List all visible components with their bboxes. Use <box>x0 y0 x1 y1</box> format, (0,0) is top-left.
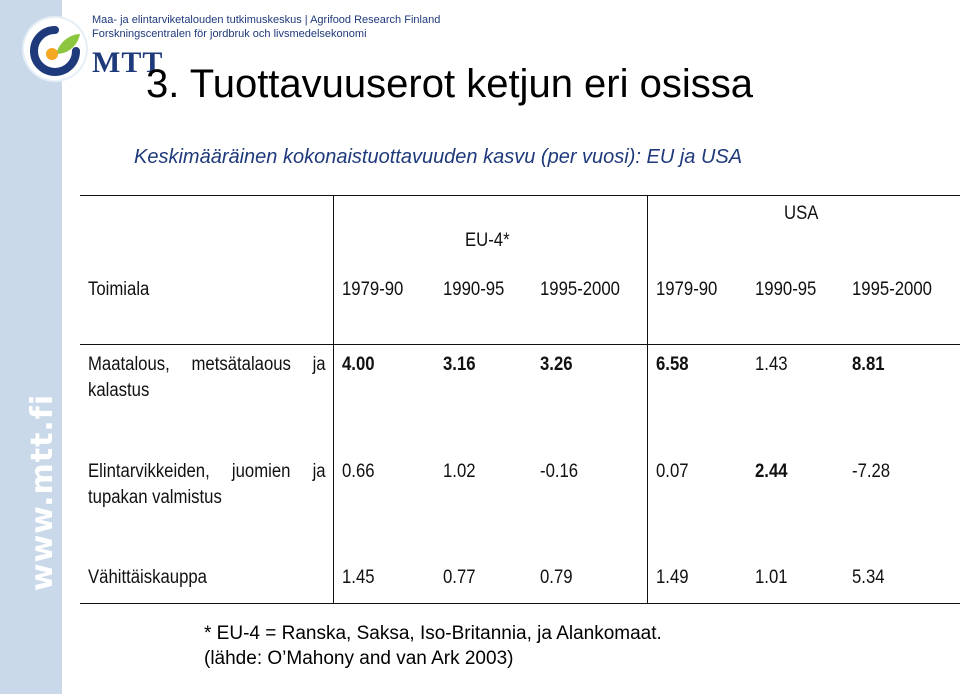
table-cell: 1.45 <box>342 567 375 588</box>
column-header: 1979-90 <box>342 279 404 300</box>
table-cell: 0.77 <box>443 567 476 588</box>
slide-title: 3. Tuottavuuserot ketjun eri osissa <box>146 62 753 106</box>
row-label: Maatalous, metsätalaous ja kalastus <box>88 354 326 401</box>
logo-text: MTT <box>92 46 164 79</box>
footnote-source: (lähde: O’Mahony and van Ark 2003) <box>204 648 514 669</box>
header-rule <box>80 344 960 345</box>
column-header: 1995-2000 <box>852 279 932 300</box>
table-cell: 0.07 <box>656 461 689 482</box>
column-header: Toimiala <box>88 279 150 300</box>
org-name-line2: Forskningscentralen för jordbruk och liv… <box>92 28 367 40</box>
table-cell: 1.43 <box>755 354 788 375</box>
table-cell: 5.34 <box>852 567 885 588</box>
slide-subtitle: Keskimääräinen kokonaistuottavuuden kasv… <box>134 146 743 168</box>
footnote-eu4: * EU-4 = Ranska, Saksa, Iso-Britannia, j… <box>204 623 662 644</box>
table-cell: 0.79 <box>540 567 573 588</box>
column-header: 1995-2000 <box>540 279 620 300</box>
table-cell: 1.49 <box>656 567 689 588</box>
eu-usa-divider <box>647 195 648 603</box>
left-sidebar-band <box>0 0 62 694</box>
table-cell: 1.01 <box>755 567 788 588</box>
mtt-logo-icon <box>30 26 80 76</box>
column-header: 1990-95 <box>443 279 505 300</box>
label-column-divider <box>333 195 334 603</box>
table-cell: 3.16 <box>443 354 476 375</box>
group-header-usa: USA <box>784 203 819 224</box>
row-label: Vähittäiskauppa <box>88 567 207 588</box>
row-label: Elintarvikkeiden, juomien ja tupakan val… <box>88 461 326 508</box>
table-cell: 4.00 <box>342 354 375 375</box>
table-cell: 2.44 <box>755 461 788 482</box>
table-cell: 8.81 <box>852 354 885 375</box>
group-header-eu: EU-4* <box>465 230 510 251</box>
table-cell: -0.16 <box>540 461 579 482</box>
table-cell: 1.02 <box>443 461 476 482</box>
table-cell: 3.26 <box>540 354 573 375</box>
table-cell: 6.58 <box>656 354 689 375</box>
table-cell: 0.66 <box>342 461 375 482</box>
table-top-rule <box>80 195 960 196</box>
column-header: 1990-95 <box>755 279 817 300</box>
column-header: 1979-90 <box>656 279 718 300</box>
org-name-line1: Maa- ja elintarviketalouden tutkimuskesk… <box>92 14 441 26</box>
table-cell: -7.28 <box>852 461 891 482</box>
table-bottom-rule <box>80 603 960 604</box>
side-url-text: www.mtt.fi <box>25 393 61 591</box>
